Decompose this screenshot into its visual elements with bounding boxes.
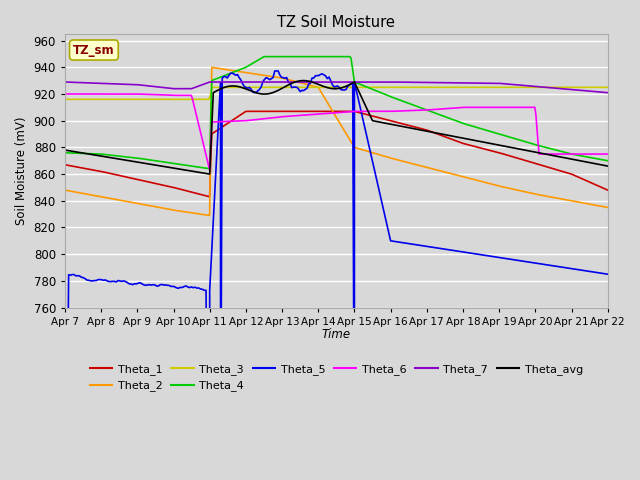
Theta_4 [61,150,68,156]
Theta_6 [385,108,393,114]
Theta_7 [453,80,461,86]
Theta_avg [61,147,68,153]
Theta_1 [604,187,612,193]
Theta_1 [357,110,365,116]
Theta_4 [206,166,214,172]
Line: Theta_4: Theta_4 [65,57,608,169]
Theta_7 [276,79,284,85]
Theta_5 [79,275,87,281]
Theta_6 [323,110,331,116]
Theta_6 [604,151,612,157]
Line: Theta_avg: Theta_avg [65,81,608,174]
Theta_5 [604,271,612,277]
Line: Theta_1: Theta_1 [65,111,608,197]
Line: Theta_7: Theta_7 [65,82,608,93]
Theta_7 [238,79,246,85]
Theta_1 [387,118,394,123]
Line: Theta_3: Theta_3 [65,87,608,99]
Theta_6 [507,105,515,110]
Theta_7 [604,90,612,96]
Theta_1 [243,108,250,114]
Theta_avg [206,171,214,177]
Theta_7 [61,79,68,85]
X-axis label: Time: Time [322,328,351,341]
Theta_3 [604,84,612,90]
Theta_4 [260,54,268,60]
Theta_4 [593,156,601,162]
Theta_avg [604,163,612,169]
Theta_avg [473,138,481,144]
Line: Theta_2: Theta_2 [65,67,608,216]
Theta_6 [61,91,68,97]
Theta_5 [275,68,282,74]
Theta_1 [321,108,329,114]
Theta_avg [479,139,486,145]
Theta_2 [321,96,329,101]
Y-axis label: Soil Moisture (mV): Soil Moisture (mV) [15,117,28,225]
Theta_2 [508,186,516,192]
Theta_avg [209,110,216,116]
Theta_2 [387,155,394,161]
Theta_5 [328,82,336,87]
Theta_5 [381,213,388,218]
Theta_7 [127,82,134,87]
Theta_2 [324,101,332,107]
Theta_5 [136,280,144,286]
Theta_avg [408,125,415,131]
Text: TZ_sm: TZ_sm [73,44,115,57]
Theta_3 [63,96,70,102]
Theta_5 [193,285,201,291]
Theta_3 [395,84,403,90]
Theta_4 [604,158,612,164]
Theta_3 [520,84,528,90]
Theta_3 [61,96,68,102]
Theta_2 [593,203,601,208]
Theta_2 [61,187,68,193]
Theta_4 [387,94,394,99]
Line: Theta_5: Theta_5 [65,71,608,480]
Legend: Theta_1, Theta_2, Theta_3, Theta_4, Theta_5, Theta_6, Theta_7, Theta_avg: Theta_1, Theta_2, Theta_3, Theta_4, Thet… [86,360,587,396]
Theta_1 [593,182,601,188]
Theta_2 [208,64,216,70]
Theta_1 [508,154,516,159]
Theta_4 [321,54,329,60]
Line: Theta_6: Theta_6 [65,94,608,170]
Theta_6 [206,167,214,173]
Theta_3 [555,84,563,90]
Theta_2 [357,146,365,152]
Theta_6 [320,111,328,117]
Theta_7 [456,80,463,86]
Theta_5 [222,74,230,80]
Theta_6 [356,108,364,114]
Theta_2 [206,213,214,218]
Theta_7 [403,79,410,85]
Theta_4 [357,82,365,87]
Theta_3 [208,84,216,90]
Theta_1 [61,162,68,168]
Theta_avg [300,78,307,84]
Theta_6 [592,151,600,157]
Theta_2 [604,204,612,210]
Theta_avg [500,143,508,149]
Theta_4 [324,54,332,60]
Theta_1 [324,108,332,114]
Theta_3 [386,84,394,90]
Theta_3 [384,84,392,90]
Title: TZ Soil Moisture: TZ Soil Moisture [277,15,396,30]
Theta_4 [508,135,516,141]
Theta_avg [174,166,182,172]
Theta_1 [206,194,214,200]
